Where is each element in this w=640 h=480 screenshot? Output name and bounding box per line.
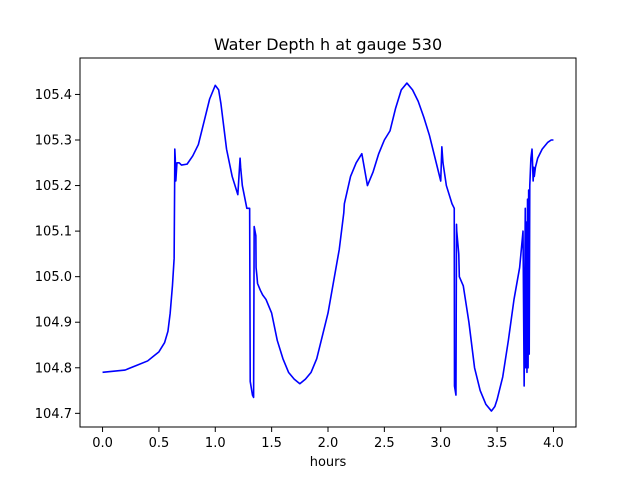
x-tick-label: 1.0 [205,436,226,451]
y-tick-label: 104.8 [35,361,72,376]
y-tick-label: 105.4 [35,88,72,103]
plot-area [102,82,554,412]
x-tick-label: 3.0 [430,436,451,451]
y-tick-label: 104.9 [35,316,72,331]
x-tick-label: 0.5 [149,436,170,451]
x-axis-label: hours [310,455,347,470]
axis-ticks: 0.0 0.5 1.0 1.5 2.0 2.5 3.0 3.5 4.0 104.7 104.8 104… [35,88,564,451]
axes-frame [79,57,577,428]
y-tick-label: 105.1 [35,225,72,240]
water-depth-series-line [102,82,554,412]
x-tick-label: 3.5 [487,436,508,451]
chart-title: Water Depth h at gauge 530 [214,35,442,54]
x-tick-label: 1.5 [261,436,282,451]
x-tick-label: 0.0 [92,436,113,451]
y-tick-label: 105.3 [35,134,72,149]
x-tick-label: 2.0 [318,436,339,451]
x-tick-label: 4.0 [543,436,564,451]
x-tick-label: 2.5 [374,436,395,451]
y-tick-label: 105.2 [35,179,72,194]
y-tick-label: 104.7 [35,407,72,422]
y-tick-label: 105.0 [35,270,72,285]
